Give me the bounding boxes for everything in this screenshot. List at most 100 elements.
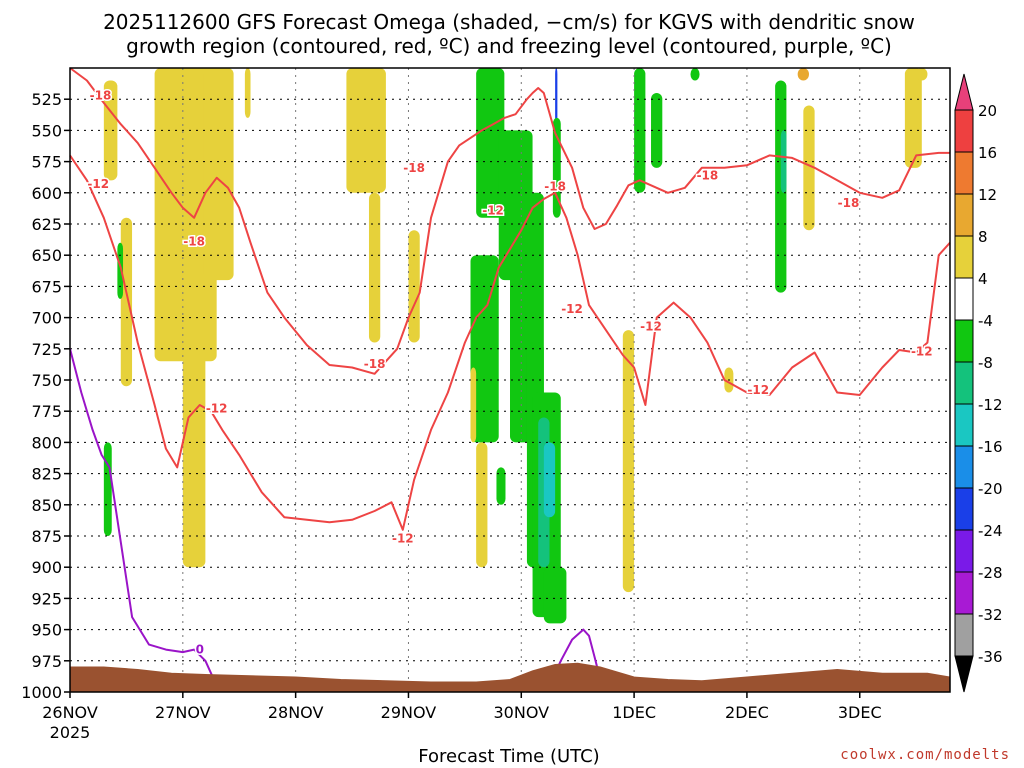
omega-region-7 [346,68,386,193]
colorbar-label-0: 20 [978,102,997,120]
omega-shading [103,68,928,624]
omega-region-19 [543,567,567,624]
contour-line-3 [554,628,602,680]
omega-region-26 [690,68,700,81]
colorbar-swatch-10 [954,529,974,573]
contour-line-2 [69,348,218,687]
x-tick-label-1: 27NOV [155,703,211,722]
colorbar-label-2: 12 [978,186,997,204]
omega-region-3 [120,217,133,387]
terrain-surface [69,662,951,693]
y-tick-label-18: 975 [31,652,62,671]
contour-line-1 [69,154,951,531]
y-tick-label-11: 800 [31,433,62,452]
y-tick-label-3: 600 [31,184,62,203]
y-tick-label-5: 650 [31,246,62,265]
x-year-label: 2025 [50,723,91,742]
colorbar-label-10: -24 [978,522,1003,540]
colorbar-swatch-8 [954,445,974,489]
omega-region-29 [803,105,815,231]
colorbar-swatch-1 [954,151,974,195]
y-tick-label-0: 525 [31,90,62,109]
colorbar-swatch-5 [954,319,974,363]
temperature-contours: -18 -12 -18 -12 -18 -12 -18 -12 -18 -12 -12 -18 -12 -… [69,67,951,687]
x-axis-label: Forecast Time (UTC) [418,746,599,767]
omega-region-25 [651,92,663,168]
contour-label-11: -18 [697,168,719,182]
omega-region-6 [244,68,251,118]
x-tick-label-5: 1DEC [612,703,656,722]
contour-label-2: -18 [183,234,205,248]
colorbar: 20 16 12 8 4 -4 -8 -12 -16 -20 -24 -28 -32 -36 [954,73,1003,693]
omega-region-5 [103,442,112,536]
colorbar-swatch-2 [954,193,974,237]
omega-region-24 [634,68,646,193]
contour-label-10: -12 [640,319,662,333]
y-tick-label-10: 775 [31,402,62,421]
y-axis-ticks: 525 550 575 600 625 650 675 700 725 750 775 800 825 8… [21,90,70,702]
colorbar-label-6: -8 [978,354,993,372]
omega-region-35 [496,467,506,505]
colorbar-swatch-0 [954,109,974,153]
x-tick-label-2: 28NOV [268,703,324,722]
colorbar-label-8: -16 [978,438,1003,456]
colorbar-swatch-11 [954,571,974,615]
omega-region-4 [117,242,124,299]
contour-label-4: -18 [364,357,386,371]
y-tick-label-15: 900 [31,558,62,577]
y-tick-label-4: 625 [31,215,62,234]
x-axis-ticks: 26NOV 27NOV 28NOV 29NOV 30NOV 1DEC 2DEC 3DEC 202… [42,692,882,742]
contour-label-1: -12 [87,177,109,191]
colorbar-label-7: -12 [978,396,1003,414]
y-tick-label-13: 850 [31,496,62,515]
y-tick-label-6: 675 [31,277,62,296]
colorbar-label-12: -32 [978,606,1003,624]
y-tick-label-7: 700 [31,309,62,328]
colorbar-swatch-7 [954,403,974,447]
chart-title-line1: 2025112600 GFS Forecast Omega (shaded, −… [103,10,915,34]
x-tick-label-6: 2DEC [725,703,769,722]
colorbar-label-3: 8 [978,228,988,246]
x-tick-label-0: 26NOV [42,703,98,722]
y-tick-label-17: 950 [31,621,62,640]
credit-text: coolwx.com/modelts [840,747,1010,763]
omega-region-34 [103,80,118,181]
colorbar-label-5: -4 [978,312,993,330]
contour-label-9: -12 [561,302,583,316]
omega-region-28 [780,130,787,193]
omega-region-31 [916,68,928,81]
colorbar-swatch-6 [954,361,974,405]
colorbar-swatch-3 [954,235,974,279]
y-tick-label-8: 725 [31,340,62,359]
omega-region-23 [622,330,635,593]
contour-label-7: -12 [482,203,504,217]
colorbar-swatch-12 [954,613,974,657]
contour-label-14: -12 [911,344,933,358]
y-tick-label-12: 825 [31,465,62,484]
y-tick-label-9: 750 [31,371,62,390]
contour-line-0 [69,67,950,375]
gridlines [70,68,950,693]
colorbar-label-1: 16 [978,144,997,162]
contour-label-6: -18 [403,161,425,175]
contour-label-12: -12 [747,383,769,397]
y-tick-label-14: 875 [31,527,62,546]
y-tick-label-2: 575 [31,153,62,172]
contour-label-3: -12 [206,402,228,416]
contour-label-8: -18 [544,180,566,194]
contour-label-0: -18 [90,88,112,102]
colorbar-label-9: -20 [978,480,1003,498]
omega-region-10 [476,68,505,218]
contour-label-5: -12 [392,531,414,545]
omega-region-16 [543,442,556,518]
omega-region-2 [203,68,234,281]
omega-region-30 [904,68,922,168]
x-tick-label-3: 29NOV [381,703,437,722]
contour-label-15: 0 [196,643,204,657]
colorbar-label-13: -36 [978,648,1003,666]
terrain-fill [69,662,951,693]
x-tick-label-7: 3DEC [838,703,882,722]
omega-region-33 [797,68,809,81]
x-tick-label-4: 30NOV [493,703,549,722]
